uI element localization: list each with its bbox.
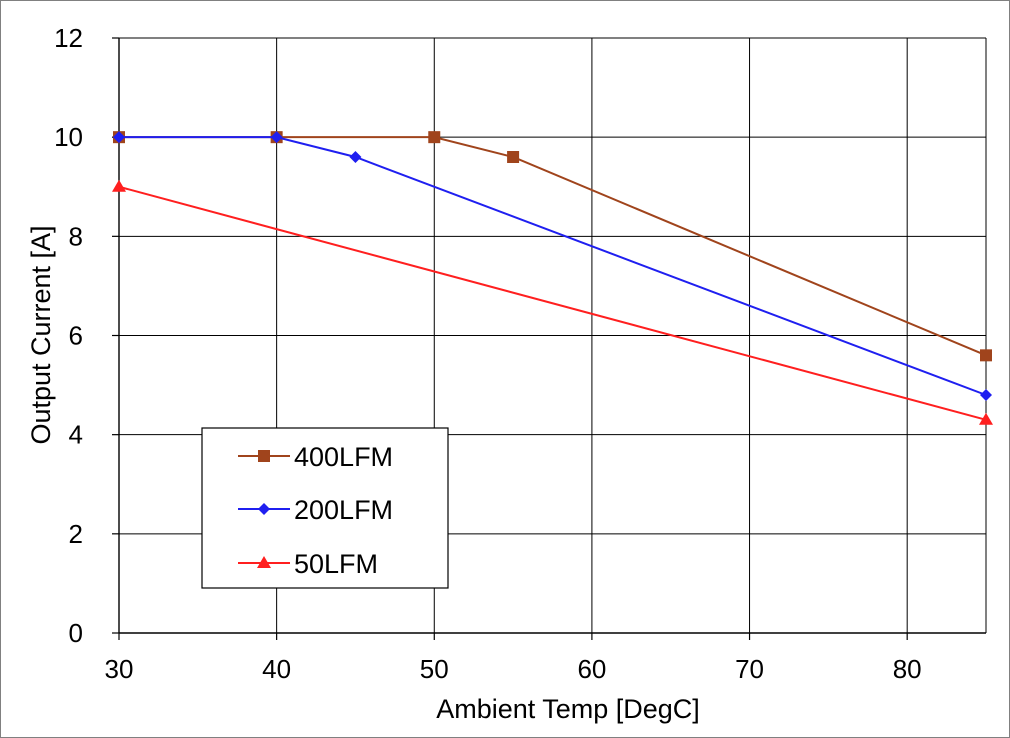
x-tick-label: 70 (735, 654, 764, 684)
legend-box (201, 427, 449, 589)
series-line-200lfm (119, 136, 987, 396)
data-point-50lfm (112, 179, 126, 192)
data-point-400lfm (428, 131, 441, 144)
legend-item-200lfm: 200LFM (238, 495, 393, 525)
y-tick-label: 4 (69, 420, 83, 450)
y-tick-label: 6 (69, 321, 83, 351)
x-tick-label: 80 (893, 654, 922, 684)
series-line-400lfm (119, 136, 987, 357)
y-tick-label: 2 (69, 519, 83, 549)
y-tick-label: 12 (54, 23, 83, 53)
y-axis-title: Output Current [A] (26, 225, 56, 444)
legend-item-400lfm: 400LFM (238, 442, 393, 472)
x-axis-title: Ambient Temp [DegC] (436, 694, 700, 724)
x-tick-label: 40 (262, 654, 291, 684)
data-point-400lfm (507, 151, 520, 163)
x-tick-label: 30 (105, 654, 134, 684)
tick-labels: 0 2 4 6 8 10 12 30 40 50 60 70 80 (54, 23, 922, 684)
y-tick-label: 10 (54, 122, 83, 152)
data-point-200lfm (349, 151, 362, 163)
data-point-200lfm (270, 131, 283, 144)
series-line-50lfm (118, 185, 987, 421)
legend-marker-50lfm (257, 556, 271, 568)
legend-label-200lfm: 200LFM (294, 495, 393, 525)
legend-marker-400lfm (258, 450, 270, 462)
legend-marker-200lfm (258, 503, 270, 515)
data-point-200lfm (113, 131, 125, 144)
legend-label-50lfm: 50LFM (294, 549, 378, 579)
data-point-200lfm (980, 389, 992, 401)
x-tick-label: 60 (577, 654, 606, 684)
y-tick-label: 8 (69, 221, 83, 251)
data-series (112, 131, 993, 425)
x-tick-label: 50 (420, 654, 449, 684)
data-point-50lfm (979, 412, 993, 425)
data-point-400lfm (980, 349, 992, 362)
legend-label-400lfm: 400LFM (294, 442, 393, 472)
legend: 400LFM 200LFM 50LFM (201, 427, 449, 589)
legend-item-50lfm: 50LFM (238, 549, 378, 579)
y-tick-label: 0 (69, 618, 83, 648)
